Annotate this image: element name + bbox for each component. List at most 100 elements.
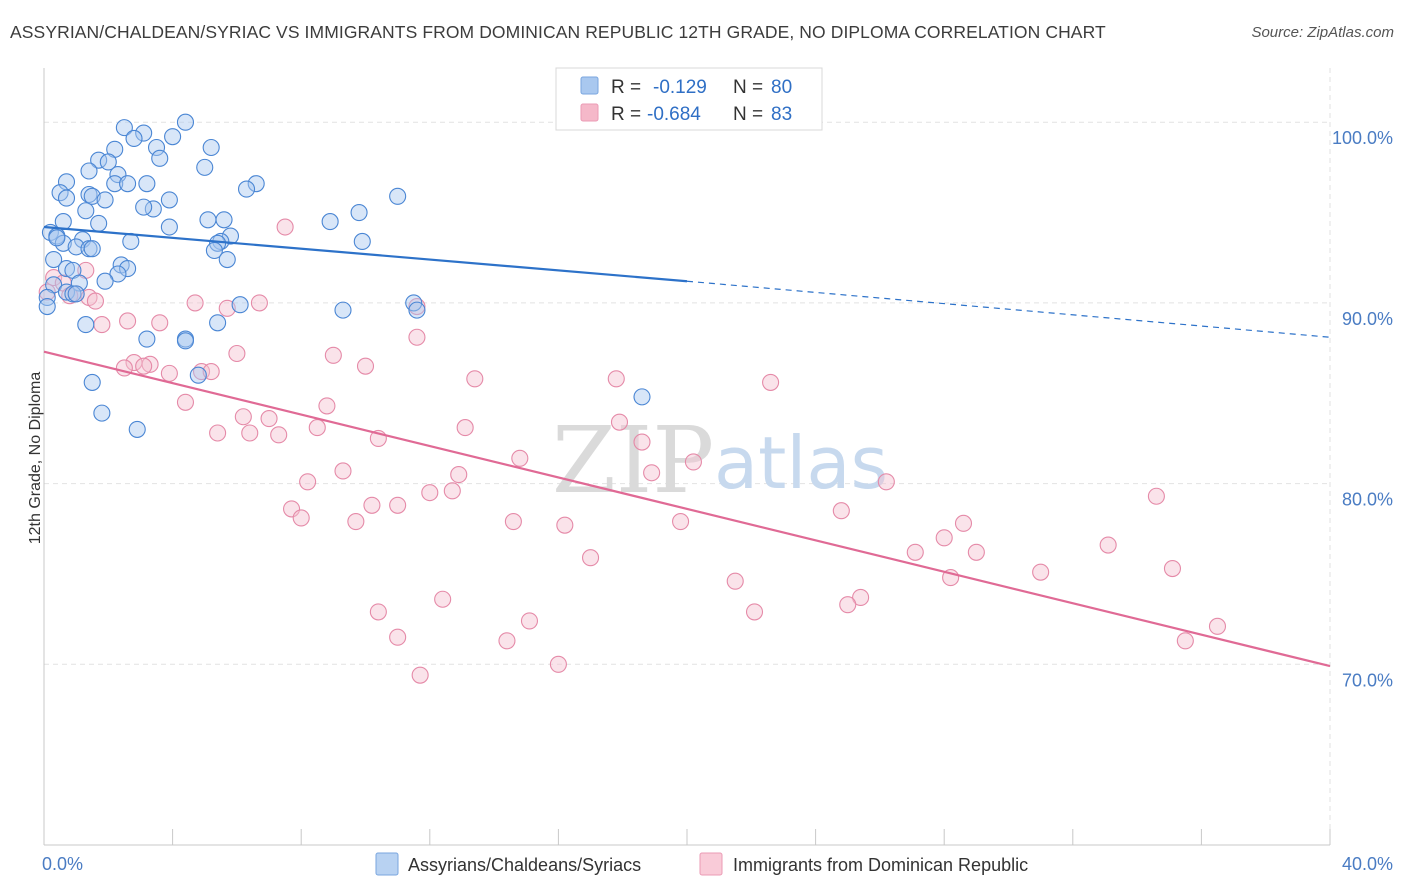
dominican-point-47 — [299, 473, 317, 491]
dominican-point-6 — [86, 292, 104, 310]
assyrian-point-22 — [83, 187, 101, 205]
assyrian-point-49 — [45, 250, 63, 269]
dominican-point-33 — [260, 410, 278, 428]
dominican-point-52 — [363, 496, 381, 514]
x-tick-label-0: 0.0% — [42, 854, 83, 874]
y-tick-label-90: 90.0% — [1342, 309, 1393, 329]
bottom-legend-swatch-pink — [699, 852, 723, 876]
dominican-point-27 — [466, 370, 484, 388]
source-label: Source: ZipAtlas.com — [1251, 24, 1394, 41]
dominican-point-14 — [93, 316, 111, 334]
legend-n-value-1: 80 — [771, 77, 792, 98]
dominican-point-38 — [241, 424, 259, 442]
assyrian-point-35 — [160, 218, 178, 236]
dominican-point-45 — [643, 464, 661, 482]
assyrian-point-32 — [321, 213, 339, 231]
dominican-point-73 — [839, 596, 857, 614]
legend-r-value-2: -0.684 — [647, 104, 701, 125]
dominican-point-59 — [556, 516, 574, 534]
assyrian-point-72 — [176, 332, 195, 350]
assyrian-point-57 — [96, 272, 114, 290]
dominican-point-53 — [389, 496, 407, 514]
assyrian-point-0 — [115, 119, 133, 137]
assyrian-point-48 — [205, 241, 223, 260]
dominican-point-23 — [356, 357, 375, 375]
y-axis-title: 12th Grade, No Diploma — [27, 372, 44, 545]
dominican-point-36 — [456, 419, 474, 437]
y-tick-labels: 70.0% 80.0% 90.0% 100.0% — [1332, 128, 1393, 690]
dominican-point-30 — [176, 393, 195, 411]
dominican-point-16 — [408, 328, 426, 346]
dominican-point-28 — [607, 370, 625, 388]
dominican-point-62 — [935, 529, 953, 547]
watermark: ZIP atlas — [552, 407, 888, 514]
dominican-point-51 — [1147, 487, 1165, 505]
dominican-point-29 — [762, 373, 780, 391]
assyrian-point-26 — [389, 187, 407, 205]
assyrian-point-29 — [350, 204, 368, 222]
dominican-point-80 — [1176, 632, 1194, 650]
assyrian-point-16 — [106, 175, 124, 193]
series-assyrian-points — [38, 113, 651, 438]
dominican-point-76 — [745, 603, 764, 621]
assyrian-point-75 — [633, 388, 651, 406]
bottom-legend-swatch-blue — [375, 852, 399, 876]
legend-r-label-1: R = — [611, 77, 641, 98]
dominican-point-60 — [672, 513, 690, 531]
dominican-point-79 — [498, 632, 516, 650]
dominican-point-71 — [434, 590, 452, 608]
assyrian-point-78 — [48, 229, 66, 247]
assyrian-point-66 — [334, 301, 352, 319]
bottom-legend: Assyrians/Chaldeans/Syriacs Immigrants f… — [375, 852, 1028, 876]
assyrian-point-77 — [128, 420, 146, 438]
top-legend: R = -0.129 N = 80 R = -0.684 N = 83 — [555, 67, 823, 131]
bottom-legend-label-assyrian: Assyrians/Chaldeans/Syriacs — [408, 855, 641, 875]
dominican-point-69 — [726, 572, 744, 590]
assyrian-point-41 — [221, 227, 240, 245]
assyrian-trend-extension — [686, 280, 1331, 338]
dominican-point-48 — [877, 473, 895, 491]
assyrian-point-2 — [176, 113, 195, 131]
assyrian-point-56 — [70, 274, 88, 292]
assyrian-point-47 — [83, 240, 101, 258]
assyrian-trend-line — [43, 225, 688, 283]
assyrian-point-70 — [138, 330, 156, 348]
axes — [43, 68, 1331, 846]
dominican-trend-line — [43, 350, 1331, 668]
dominican-point-78 — [389, 628, 407, 646]
dominican-point-10 — [250, 294, 268, 312]
dominican-point-32 — [234, 408, 252, 426]
dominican-point-39 — [270, 426, 288, 444]
x-tick-label-40: 40.0% — [1342, 854, 1393, 874]
dominican-point-8 — [186, 294, 204, 312]
assyrian-point-4 — [164, 128, 182, 146]
assyrian-point-68 — [77, 316, 95, 334]
dominican-point-49 — [421, 484, 439, 502]
dominican-point-21 — [135, 357, 153, 375]
assyrian-point-10 — [99, 153, 117, 171]
top-legend-box — [555, 67, 823, 131]
assyrian-point-61 — [67, 285, 85, 303]
dominican-point-37 — [209, 424, 227, 442]
assyrian-point-50 — [218, 250, 236, 269]
legend-n-label-1: N = — [733, 77, 763, 98]
legend-swatch-blue — [580, 76, 599, 95]
trend-lines — [43, 225, 1331, 668]
dominican-point-61 — [954, 514, 973, 532]
assyrian-point-24 — [96, 191, 114, 209]
dominican-point-72 — [852, 588, 870, 606]
dominican-point-34 — [610, 413, 629, 431]
assyrian-point-11 — [80, 162, 98, 180]
assyrian-point-67 — [408, 301, 426, 319]
assyrian-point-53 — [57, 260, 76, 278]
dominican-point-67 — [1032, 563, 1050, 581]
assyrian-point-55 — [109, 265, 127, 283]
series-dominican-points — [38, 218, 1227, 684]
x-tick-labels: 0.0% 40.0% — [42, 854, 1393, 874]
dominican-point-26 — [202, 363, 220, 381]
assyrian-point-20 — [237, 180, 256, 198]
assyrian-point-63 — [38, 297, 56, 316]
dominican-point-43 — [684, 453, 702, 471]
assyrian-point-5 — [147, 138, 166, 157]
